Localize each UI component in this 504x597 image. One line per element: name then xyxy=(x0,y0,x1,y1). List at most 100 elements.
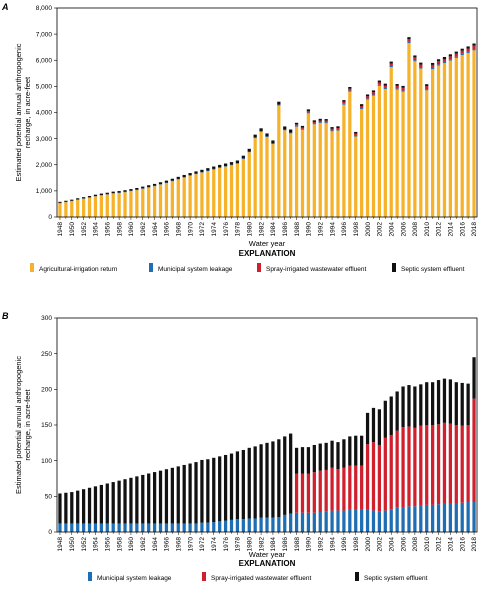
x-tick-label: 1990 xyxy=(306,222,313,237)
bar-septic-1986 xyxy=(283,126,287,130)
chart-b-legend: Municipal system leakage Spray-irrigated … xyxy=(88,572,428,582)
bar-septic-1972 xyxy=(200,459,204,523)
bar-septic-1951 xyxy=(76,198,80,200)
bar-septic-1967 xyxy=(170,178,174,181)
x-tick-label: 1984 xyxy=(270,222,277,237)
bar-septic-1985 xyxy=(277,101,281,105)
bar-septic-1972 xyxy=(200,169,204,173)
bar-municipal-1960 xyxy=(129,523,133,532)
bar-septic-1988 xyxy=(294,122,299,125)
bar-septic-2009 xyxy=(419,62,423,65)
legend-label-agricultural: Agricultural-irrigation return xyxy=(39,266,118,273)
bar-agricultural-1974 xyxy=(212,169,216,217)
bar-septic-1973 xyxy=(206,459,210,523)
y-tick-label: 200 xyxy=(41,387,52,394)
bar-municipal-1954 xyxy=(93,523,98,532)
bar-spray-2018 xyxy=(472,45,476,50)
bar-municipal-1977 xyxy=(229,519,234,532)
bar-municipal-1962 xyxy=(141,523,145,532)
bar-septic-2011 xyxy=(431,382,435,425)
bar-septic-2008 xyxy=(413,55,417,58)
bar-agricultural-1998 xyxy=(354,136,358,217)
bar-municipal-1973 xyxy=(206,522,210,532)
bar-spray-2011 xyxy=(431,64,435,68)
y-tick-label: 5,000 xyxy=(36,84,53,91)
legend-swatch-municipal xyxy=(149,263,153,272)
x-tick-label: 2004 xyxy=(388,222,395,237)
bar-agricultural-1963 xyxy=(147,187,151,217)
bar-agricultural-1959 xyxy=(123,192,127,217)
bar-agricultural-1985 xyxy=(277,105,281,217)
bar-municipal-1993 xyxy=(324,122,328,124)
legend-swatch-septic xyxy=(355,572,359,581)
bar-septic-2018 xyxy=(472,357,476,399)
panel-label-a: A xyxy=(1,2,9,12)
bar-septic-2000 xyxy=(365,412,370,445)
bar-septic-1999 xyxy=(360,104,364,106)
bar-municipal-1963 xyxy=(147,523,151,532)
bar-septic-2013 xyxy=(442,56,447,60)
x-tick-label: 1950 xyxy=(69,537,76,552)
bar-spray-1997 xyxy=(348,465,352,510)
bar-municipal-1972 xyxy=(200,522,204,532)
bar-septic-1966 xyxy=(164,180,169,183)
bar-agricultural-1952 xyxy=(81,198,86,217)
bar-agricultural-1950 xyxy=(70,201,74,217)
bar-agricultural-1967 xyxy=(170,181,174,217)
bar-spray-2005 xyxy=(395,430,399,508)
bar-agricultural-1965 xyxy=(158,184,163,217)
chart-b-x-axis-label: Water year xyxy=(249,550,286,559)
bar-spray-1992 xyxy=(318,120,322,123)
bar-municipal-2006 xyxy=(401,507,405,532)
bar-spray-2014 xyxy=(448,56,453,60)
bar-septic-1970 xyxy=(188,173,192,176)
bar-spray-2012 xyxy=(436,424,441,505)
x-tick-label: 1960 xyxy=(128,537,135,552)
bar-municipal-1951 xyxy=(76,523,80,532)
bar-spray-1997 xyxy=(348,88,352,91)
bar-spray-2010 xyxy=(425,425,429,505)
bar-spray-1996 xyxy=(342,101,346,104)
bar-agricultural-1993 xyxy=(324,123,328,217)
bar-septic-1986 xyxy=(283,436,287,515)
x-tick-label: 1992 xyxy=(317,222,324,237)
bar-agricultural-1987 xyxy=(289,133,293,217)
bar-septic-1974 xyxy=(212,457,216,523)
chart-b-bars xyxy=(58,357,476,532)
bar-agricultural-2004 xyxy=(389,67,393,217)
bar-spray-2011 xyxy=(431,425,435,505)
bar-agricultural-2011 xyxy=(431,69,435,217)
x-tick-label: 1986 xyxy=(282,537,289,552)
bar-septic-1997 xyxy=(348,436,352,466)
bar-agricultural-2012 xyxy=(436,65,441,217)
bar-agricultural-1984 xyxy=(271,144,275,217)
bar-spray-2005 xyxy=(395,85,399,89)
bar-municipal-1990 xyxy=(306,512,311,532)
bar-agricultural-1948 xyxy=(58,203,62,217)
bar-municipal-2000 xyxy=(365,509,370,532)
y-tick-label: 4,000 xyxy=(36,110,53,117)
bar-municipal-1984 xyxy=(271,143,275,145)
x-tick-label: 1978 xyxy=(235,222,242,237)
bar-municipal-1986 xyxy=(283,129,287,131)
bar-spray-2013 xyxy=(442,59,447,62)
bar-septic-2001 xyxy=(371,90,376,93)
legend-swatch-septic xyxy=(392,263,396,272)
bar-septic-1952 xyxy=(81,197,86,199)
bar-septic-1981 xyxy=(253,446,257,519)
bar-spray-1989 xyxy=(300,473,305,513)
bar-spray-2002 xyxy=(377,444,382,512)
bar-agricultural-1979 xyxy=(241,159,245,217)
bar-municipal-1949 xyxy=(64,523,68,532)
bar-municipal-1982 xyxy=(259,131,263,132)
bar-septic-2002 xyxy=(377,80,382,83)
bar-municipal-2008 xyxy=(413,60,417,62)
bar-municipal-1975 xyxy=(218,167,222,168)
bar-septic-1983 xyxy=(265,133,269,137)
bar-municipal-1976 xyxy=(223,520,228,532)
bar-septic-1950 xyxy=(70,492,74,524)
x-tick-label: 1972 xyxy=(199,537,206,552)
bar-septic-1976 xyxy=(223,163,228,167)
bar-municipal-1993 xyxy=(324,511,328,532)
bar-agricultural-1961 xyxy=(135,190,139,217)
